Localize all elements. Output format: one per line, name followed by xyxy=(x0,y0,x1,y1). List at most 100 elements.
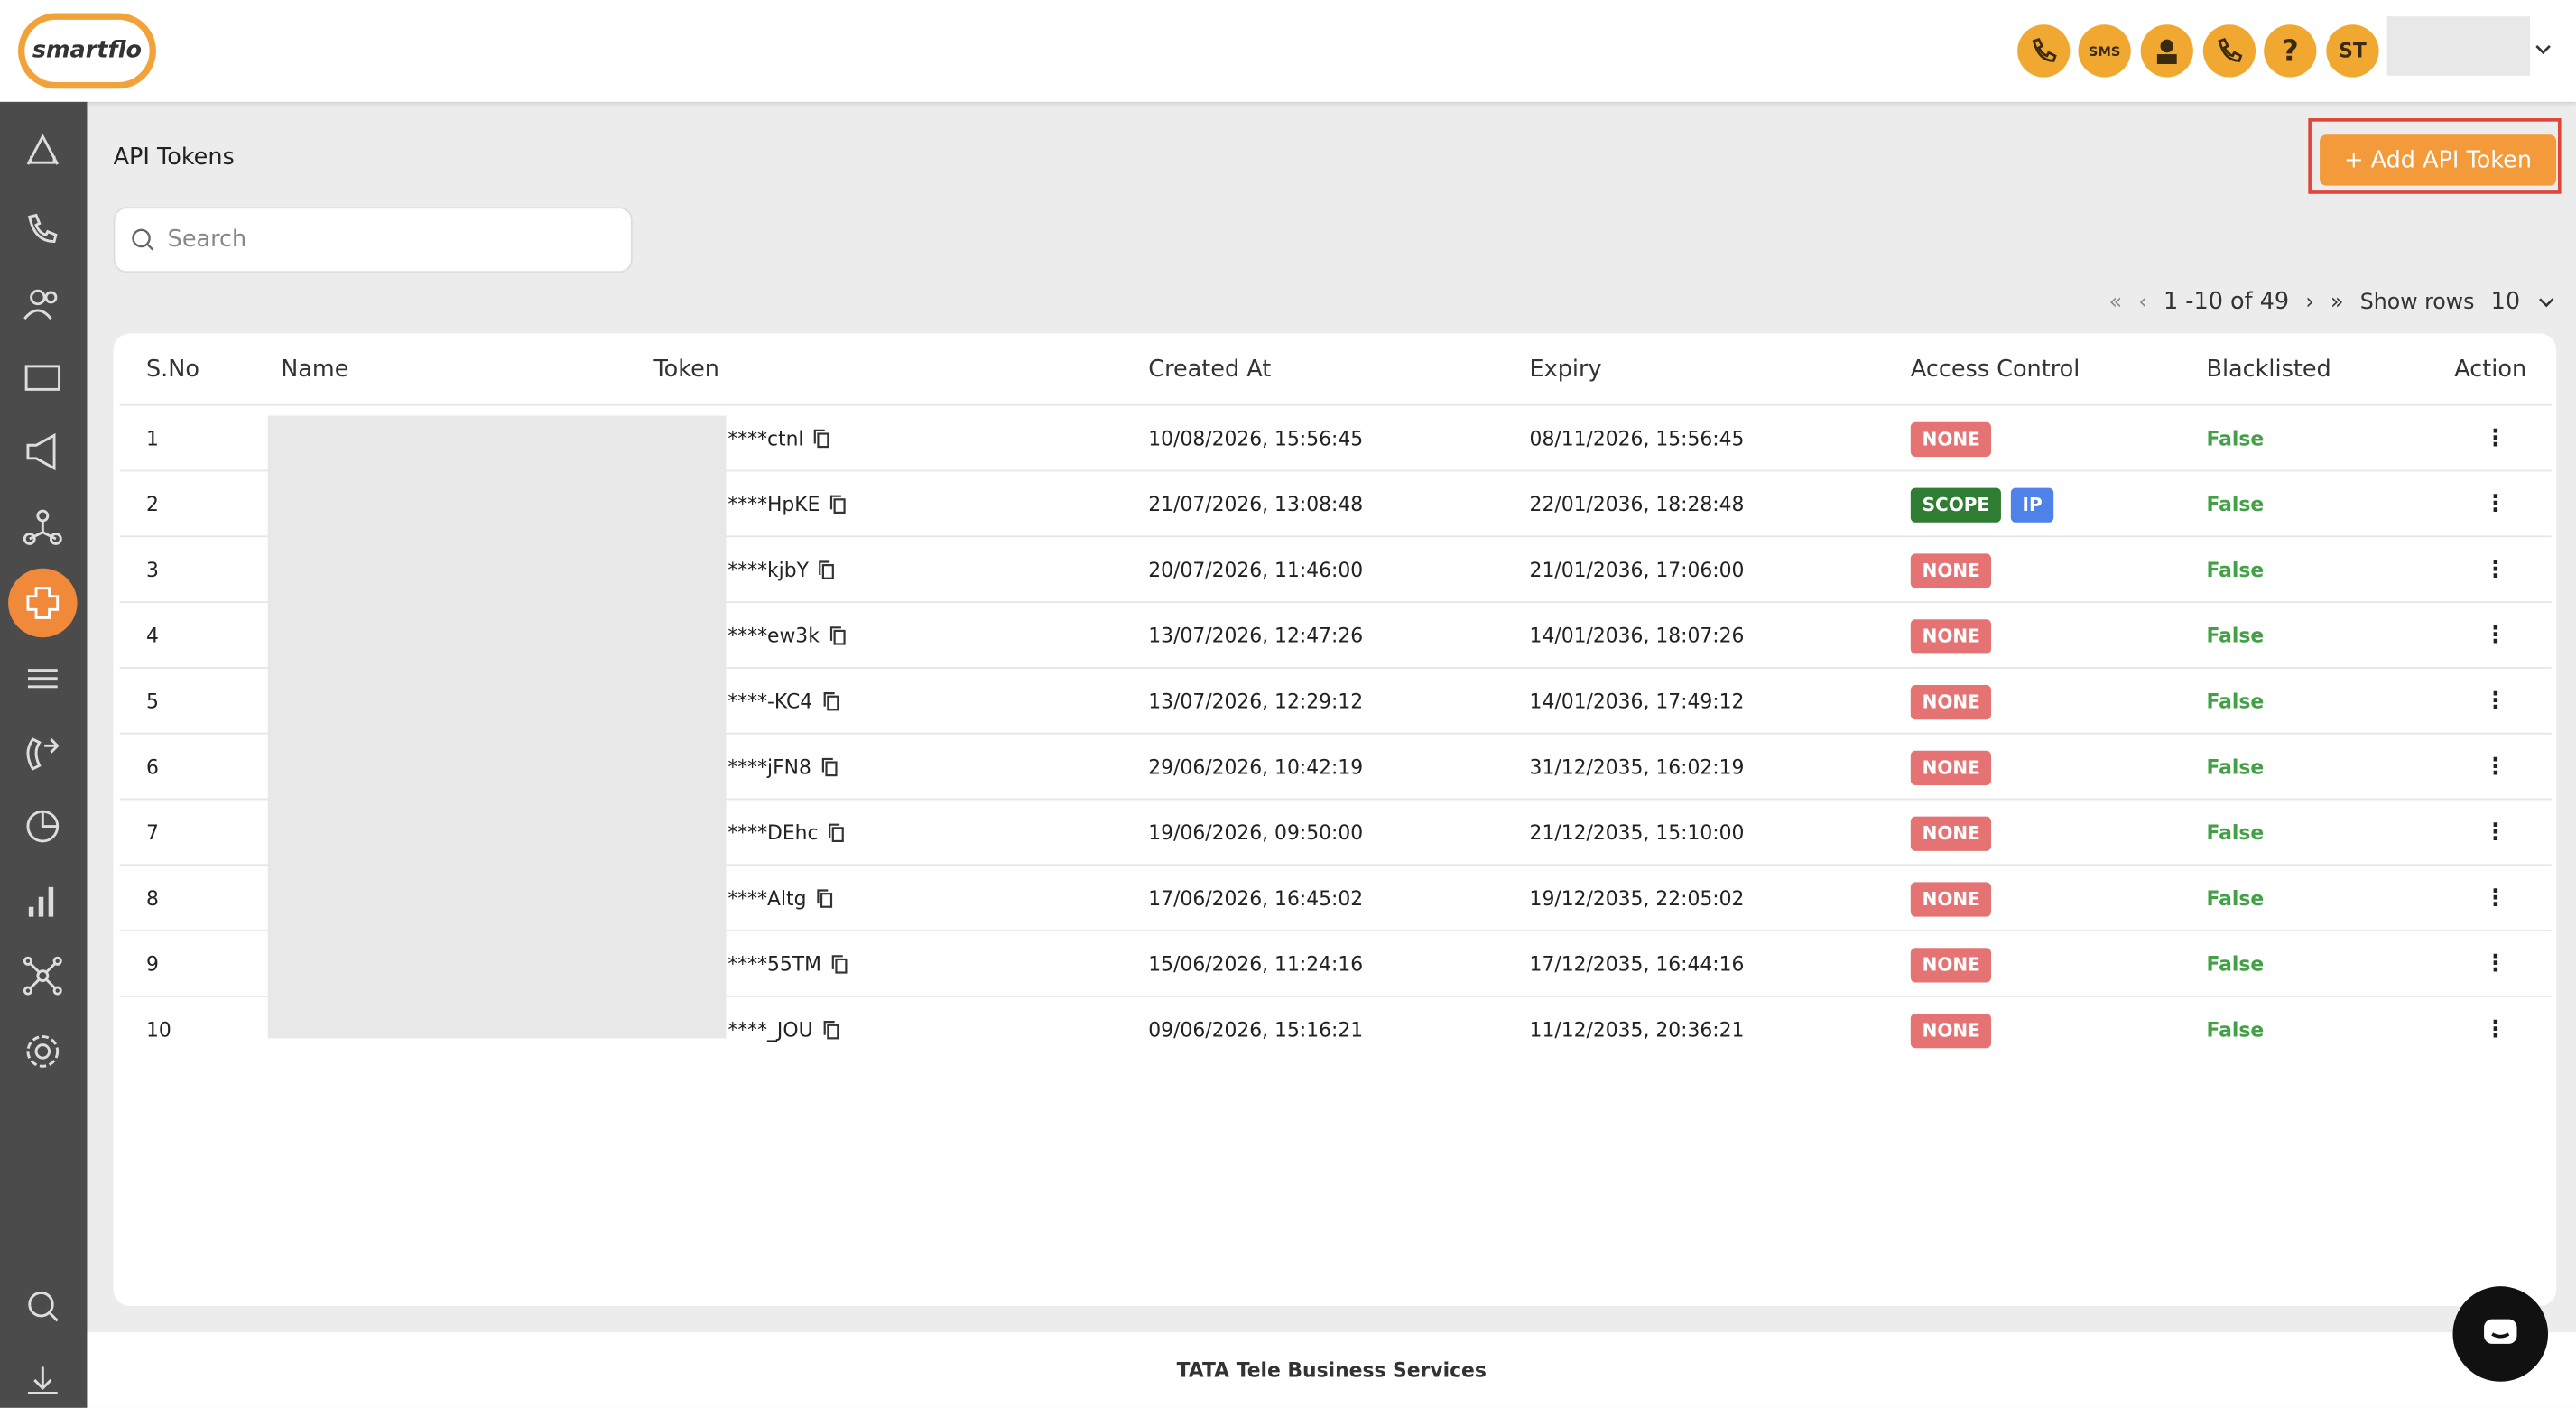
pagination: « ‹ 1 -10 of 49 › » Show rows 10 xyxy=(2109,286,2557,319)
created-cell: 29/06/2026, 10:42:19 xyxy=(1148,735,1363,801)
table-row: 2 ****HpKE 21/07/2026, 13:08:48 22/01/2036,… xyxy=(119,469,2552,538)
row-menu[interactable]: ⋮ xyxy=(2484,950,2507,977)
copy-icon[interactable] xyxy=(816,889,832,909)
table-row: 3 ****kjbY 20/07/2026, 11:46:00 21/01/2036,… xyxy=(119,535,2552,603)
created-cell: 15/06/2026, 11:24:16 xyxy=(1148,931,1363,997)
copy-icon[interactable] xyxy=(822,691,839,711)
row-menu[interactable]: ⋮ xyxy=(2484,688,2507,715)
nav-home[interactable] xyxy=(26,133,59,165)
copy-icon[interactable] xyxy=(813,429,829,449)
action-cell: ⋮ xyxy=(2484,603,2507,669)
nav-campaign[interactable] xyxy=(26,432,56,471)
created-cell: 13/07/2026, 12:29:12 xyxy=(1148,669,1363,735)
column-header: Created At xyxy=(1148,356,1272,384)
phone-icon[interactable] xyxy=(2202,24,2256,78)
copy-icon[interactable] xyxy=(831,955,848,975)
row-menu[interactable]: ⋮ xyxy=(2484,754,2507,781)
sms-icon[interactable]: SMS xyxy=(2078,24,2131,78)
row-menu[interactable]: ⋮ xyxy=(2484,425,2507,452)
nav-calls[interactable] xyxy=(28,213,58,244)
access-cell: NONE xyxy=(1910,735,1992,801)
copy-icon[interactable] xyxy=(829,495,846,514)
expiry-cell: 21/12/2035, 15:10:00 xyxy=(1530,800,1745,866)
token-cell: ****-KC4 xyxy=(727,669,839,735)
agent-icon[interactable] xyxy=(2140,24,2193,78)
chat-button[interactable] xyxy=(2452,1286,2549,1382)
nav-ivr[interactable] xyxy=(26,737,60,771)
created-at: 13/07/2026, 12:47:26 xyxy=(1148,624,1364,648)
column-header: Blacklisted xyxy=(2206,356,2331,384)
user-menu-chevron[interactable] xyxy=(2534,40,2553,60)
action-cell: ⋮ xyxy=(2484,537,2507,603)
action-cell: ⋮ xyxy=(2484,406,2507,472)
access-badge: NONE xyxy=(1910,881,1992,916)
nav-analytics[interactable] xyxy=(28,886,54,917)
nav-api-active[interactable] xyxy=(8,568,78,638)
created-at: 29/06/2026, 10:42:19 xyxy=(1148,755,1364,779)
nav-settings[interactable] xyxy=(26,1035,60,1068)
user-avatar[interactable]: ST xyxy=(2326,24,2379,78)
token: ****HpKE xyxy=(727,493,820,516)
footer: TATA Tele Business Services xyxy=(87,1332,2576,1408)
blacklisted-cell: False xyxy=(2206,866,2264,931)
row-menu[interactable]: ⋮ xyxy=(2484,1016,2507,1043)
created-cell: 13/07/2026, 12:47:26 xyxy=(1148,603,1363,669)
action-cell: ⋮ xyxy=(2484,997,2507,1063)
copy-icon[interactable] xyxy=(821,757,838,777)
copy-icon[interactable] xyxy=(828,823,844,843)
action-cell: ⋮ xyxy=(2484,471,2507,537)
sno-cell: 4 xyxy=(146,603,159,669)
nav-integrations[interactable] xyxy=(23,956,62,996)
last-page[interactable]: » xyxy=(2330,290,2344,315)
expiry: 11/12/2035, 20:36:21 xyxy=(1529,1018,1745,1042)
expiry: 08/11/2026, 15:56:45 xyxy=(1529,427,1745,450)
row-menu[interactable]: ⋮ xyxy=(2484,491,2507,518)
copy-icon[interactable] xyxy=(819,560,835,580)
search-box[interactable]: Search xyxy=(113,207,633,273)
prev-page[interactable]: ‹ xyxy=(2138,290,2147,315)
next-page[interactable]: › xyxy=(2305,290,2314,315)
nav-download[interactable] xyxy=(27,1366,58,1394)
copy-icon[interactable] xyxy=(822,1020,839,1040)
sidebar xyxy=(0,101,88,1408)
nav-routing[interactable] xyxy=(27,669,58,689)
table-row: 9 ****55TM 15/06/2026, 11:24:16 17/12/2035,… xyxy=(119,930,2552,997)
blacklisted: False xyxy=(2206,952,2265,977)
call-icon[interactable] xyxy=(2017,24,2071,78)
access-badge: NONE xyxy=(1910,421,1992,457)
rows-chevron[interactable] xyxy=(2536,292,2556,312)
add-token-button[interactable]: + Add API Token xyxy=(2320,134,2557,186)
blacklisted: False xyxy=(2206,427,2265,450)
nav-search[interactable] xyxy=(28,1292,59,1322)
blacklisted: False xyxy=(2206,624,2265,648)
nav-users[interactable] xyxy=(23,289,58,320)
blacklisted: False xyxy=(2206,558,2265,582)
copy-icon[interactable] xyxy=(829,625,846,645)
row-menu[interactable]: ⋮ xyxy=(2484,622,2507,649)
token: ****Altg xyxy=(727,886,807,911)
blacklisted-cell: False xyxy=(2206,997,2264,1063)
first-page[interactable]: « xyxy=(2108,290,2123,315)
created-cell: 20/07/2026, 11:46:00 xyxy=(1148,537,1363,603)
logo[interactable]: smartflo xyxy=(18,13,156,89)
rows-per-page[interactable]: 10 xyxy=(2490,289,2521,316)
help-icon[interactable]: ? xyxy=(2264,24,2317,78)
row-menu[interactable]: ⋮ xyxy=(2484,557,2507,584)
created-cell: 09/06/2026, 15:16:21 xyxy=(1148,997,1363,1063)
token: ****-KC4 xyxy=(727,690,813,713)
column-header: Name xyxy=(281,356,349,384)
nav-flows[interactable] xyxy=(23,509,62,545)
token-cell: ****HpKE xyxy=(727,471,846,537)
blacklisted: False xyxy=(2206,755,2265,779)
nav-monitor[interactable] xyxy=(24,365,60,391)
sno: 1 xyxy=(145,427,159,450)
action-cell: ⋮ xyxy=(2484,669,2507,735)
column-header: Expiry xyxy=(1529,356,1602,384)
nav-reports[interactable] xyxy=(26,810,60,843)
page-range: 1 -10 of 49 xyxy=(2163,289,2290,316)
token-cell: ****DEhc xyxy=(727,800,844,866)
row-menu[interactable]: ⋮ xyxy=(2484,820,2507,847)
access-cell: NONE xyxy=(1910,537,1992,603)
row-menu[interactable]: ⋮ xyxy=(2484,885,2507,912)
